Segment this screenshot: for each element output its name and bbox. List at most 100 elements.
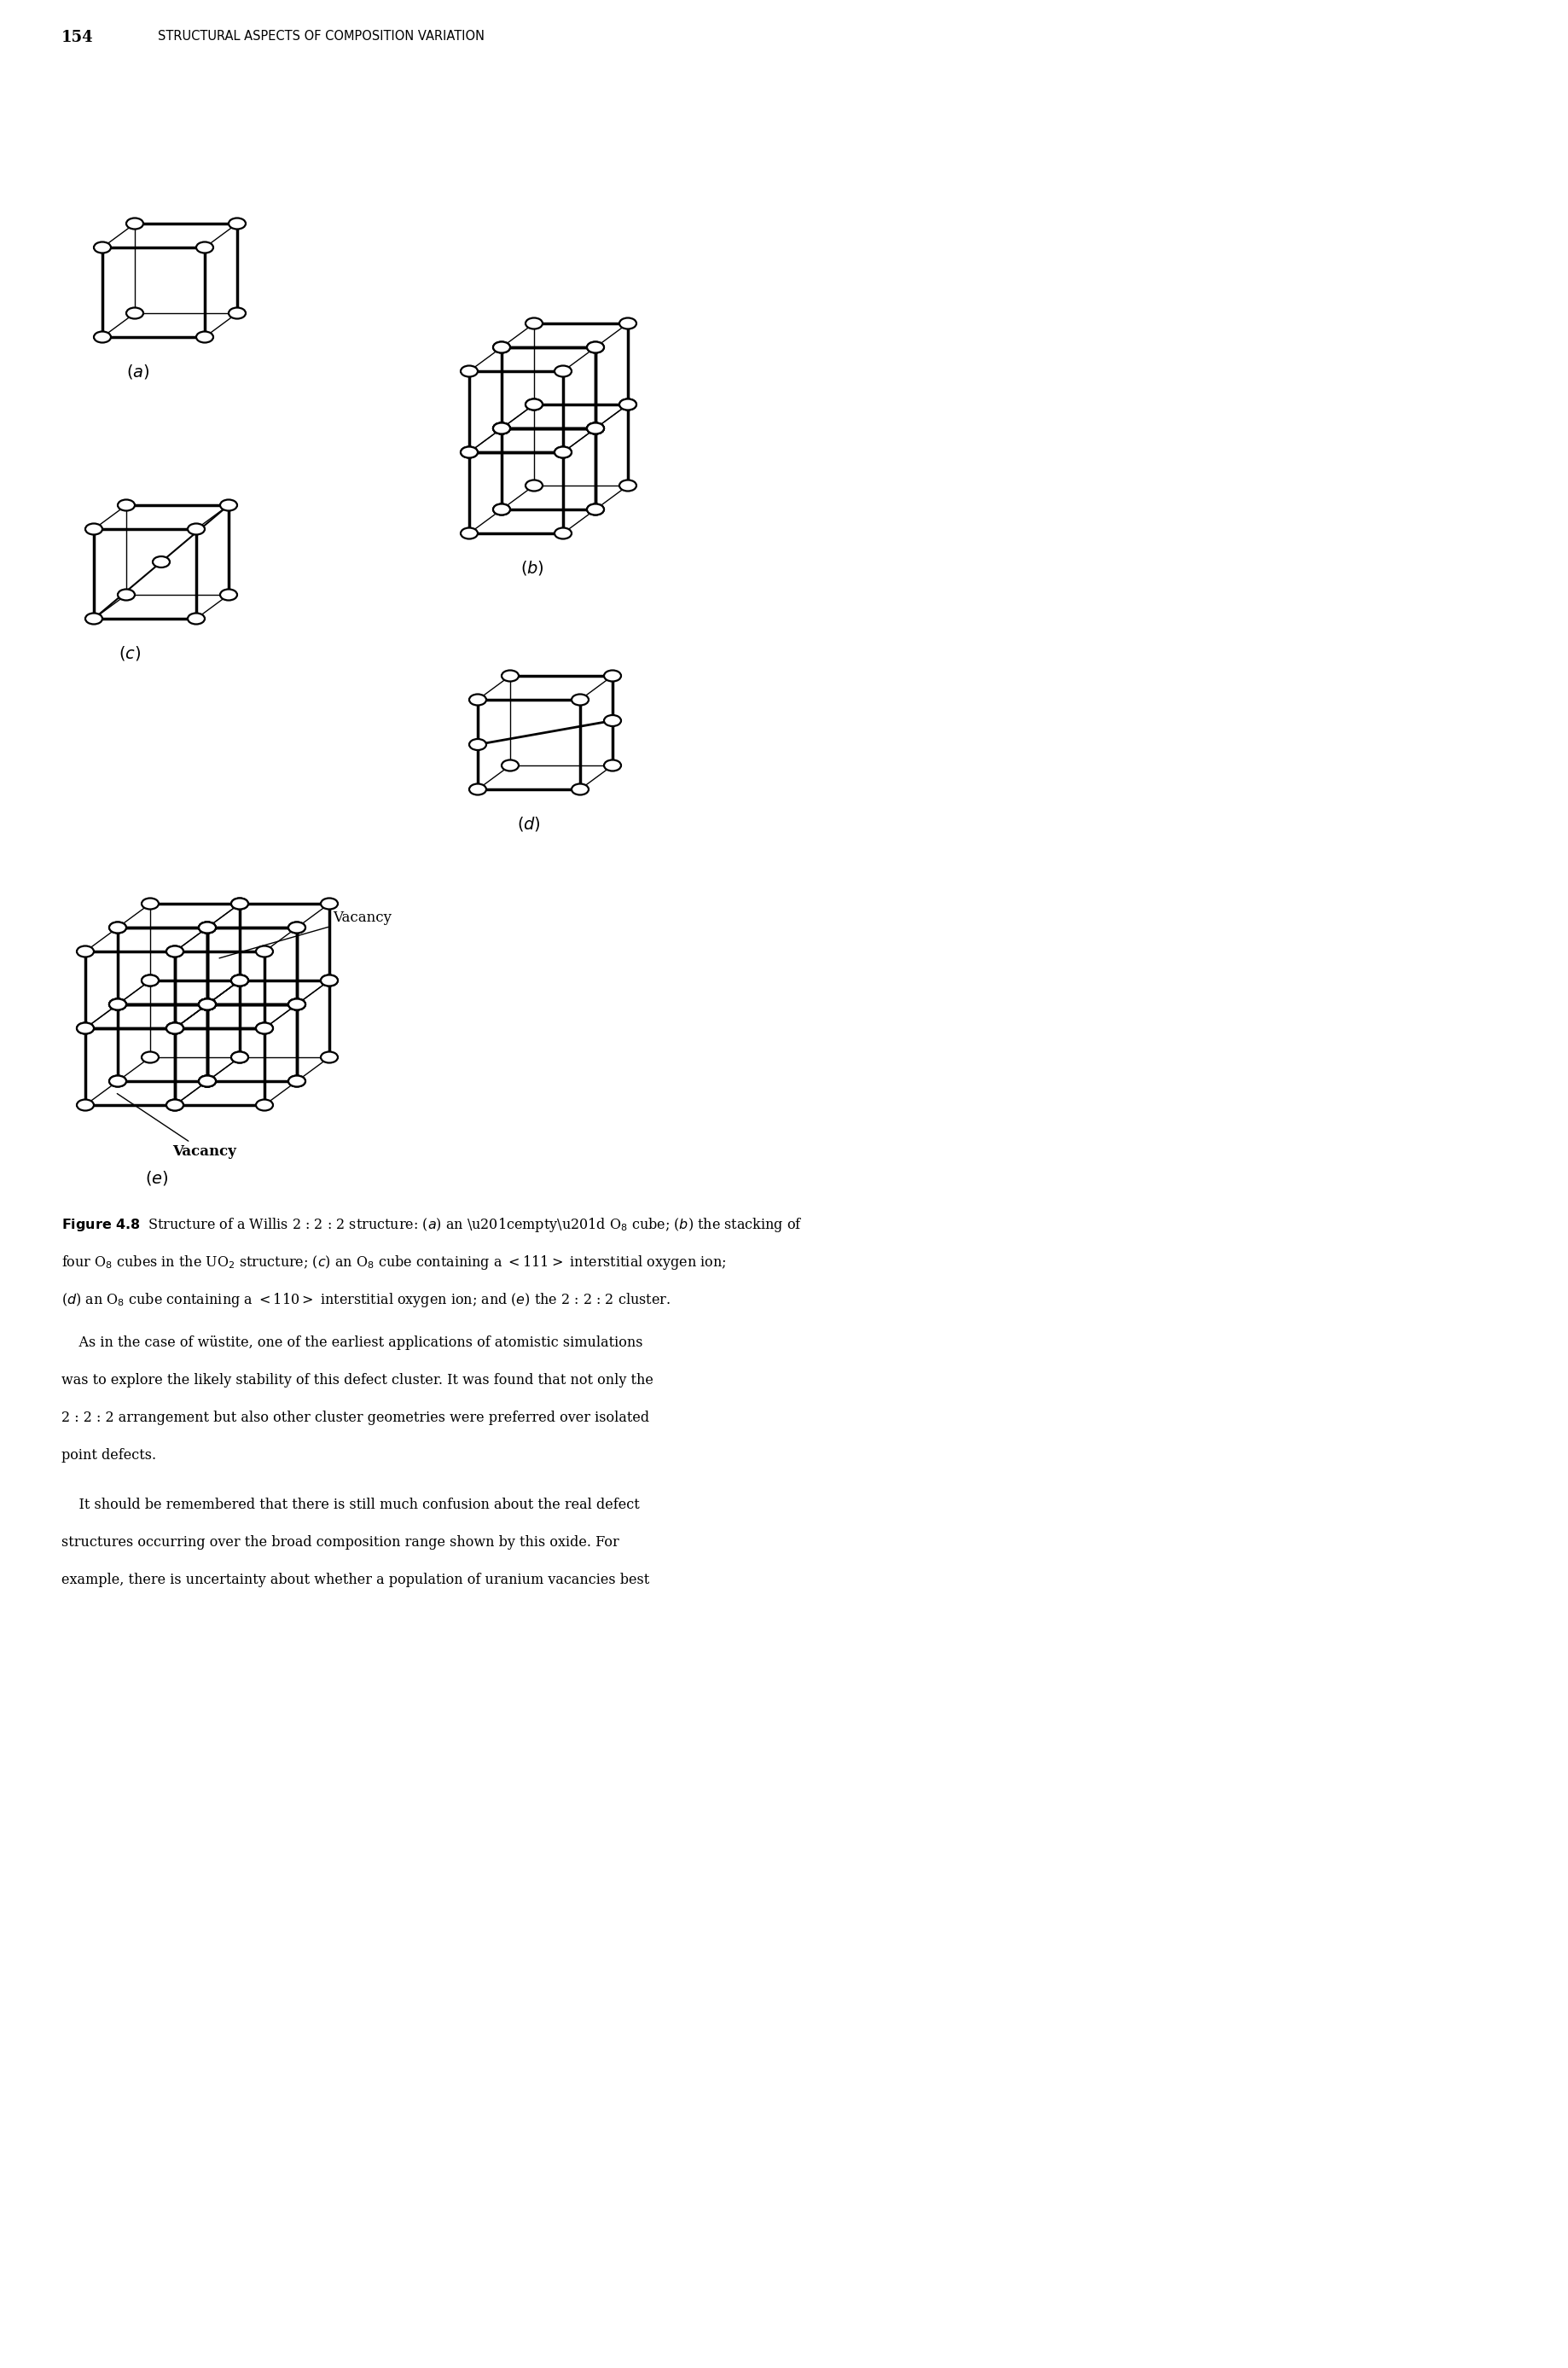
Ellipse shape	[127, 218, 143, 230]
Ellipse shape	[502, 760, 519, 772]
Ellipse shape	[289, 999, 306, 1009]
Ellipse shape	[469, 739, 486, 751]
Ellipse shape	[586, 504, 604, 514]
Ellipse shape	[461, 448, 478, 457]
Ellipse shape	[619, 481, 637, 490]
Ellipse shape	[586, 424, 604, 433]
Ellipse shape	[555, 365, 572, 377]
Ellipse shape	[469, 694, 486, 706]
Ellipse shape	[141, 1051, 158, 1063]
Ellipse shape	[94, 332, 111, 343]
Ellipse shape	[230, 897, 248, 909]
Ellipse shape	[166, 1099, 183, 1111]
Text: structures occurring over the broad composition range shown by this oxide. For: structures occurring over the broad comp…	[61, 1534, 619, 1549]
Ellipse shape	[525, 398, 543, 410]
Ellipse shape	[492, 424, 510, 433]
Ellipse shape	[94, 242, 111, 253]
Ellipse shape	[141, 976, 158, 985]
Ellipse shape	[220, 500, 237, 511]
Ellipse shape	[604, 715, 621, 727]
Ellipse shape	[199, 1075, 216, 1087]
Ellipse shape	[110, 921, 127, 933]
Ellipse shape	[604, 670, 621, 682]
Ellipse shape	[166, 1023, 183, 1035]
Ellipse shape	[199, 999, 216, 1009]
Ellipse shape	[199, 1075, 216, 1087]
Ellipse shape	[604, 760, 621, 772]
Text: was to explore the likely stability of this defect cluster. It was found that no: was to explore the likely stability of t…	[61, 1373, 654, 1388]
Ellipse shape	[321, 897, 337, 909]
Ellipse shape	[152, 556, 169, 568]
Text: four O$_8$ cubes in the UO$_2$ structure; ($c$) an O$_8$ cube containing a $<$11: four O$_8$ cubes in the UO$_2$ structure…	[61, 1253, 726, 1272]
Ellipse shape	[188, 613, 205, 625]
Ellipse shape	[230, 897, 248, 909]
Ellipse shape	[230, 976, 248, 985]
Ellipse shape	[77, 945, 94, 957]
Text: Vacancy: Vacancy	[118, 1094, 237, 1160]
Text: Vacancy: Vacancy	[220, 909, 392, 959]
Ellipse shape	[502, 670, 519, 682]
Ellipse shape	[525, 317, 543, 329]
Ellipse shape	[289, 921, 306, 933]
Ellipse shape	[77, 1023, 94, 1035]
Ellipse shape	[289, 1075, 306, 1087]
Ellipse shape	[230, 976, 248, 985]
Ellipse shape	[586, 424, 604, 433]
Ellipse shape	[572, 784, 588, 796]
Ellipse shape	[461, 448, 478, 457]
Ellipse shape	[256, 1023, 273, 1035]
Ellipse shape	[110, 999, 127, 1009]
Ellipse shape	[199, 999, 216, 1009]
Ellipse shape	[199, 999, 216, 1009]
Ellipse shape	[619, 398, 637, 410]
Ellipse shape	[141, 897, 158, 909]
Ellipse shape	[230, 976, 248, 985]
Ellipse shape	[461, 365, 478, 377]
Ellipse shape	[141, 976, 158, 985]
Ellipse shape	[229, 308, 246, 320]
Text: 154: 154	[61, 31, 94, 45]
Ellipse shape	[321, 976, 337, 985]
Ellipse shape	[586, 424, 604, 433]
Ellipse shape	[256, 1099, 273, 1111]
Ellipse shape	[469, 784, 486, 796]
Ellipse shape	[572, 694, 588, 706]
Ellipse shape	[555, 448, 572, 457]
Ellipse shape	[230, 1051, 248, 1063]
Ellipse shape	[492, 341, 510, 353]
Ellipse shape	[492, 424, 510, 433]
Ellipse shape	[586, 341, 604, 353]
Ellipse shape	[166, 1023, 183, 1035]
Ellipse shape	[85, 523, 102, 535]
Ellipse shape	[199, 999, 216, 1009]
Ellipse shape	[256, 1023, 273, 1035]
Ellipse shape	[555, 528, 572, 540]
Ellipse shape	[199, 999, 216, 1009]
Text: $\mathit{(e)}$: $\mathit{(e)}$	[146, 1170, 169, 1186]
Ellipse shape	[127, 308, 143, 320]
Text: $\mathit{(b)}$: $\mathit{(b)}$	[521, 559, 544, 578]
Ellipse shape	[289, 999, 306, 1009]
Ellipse shape	[492, 424, 510, 433]
Ellipse shape	[110, 921, 127, 933]
Text: $\mathit{(d)}$: $\mathit{(d)}$	[517, 815, 541, 834]
Ellipse shape	[289, 1075, 306, 1087]
Ellipse shape	[199, 921, 216, 933]
Ellipse shape	[586, 504, 604, 514]
Ellipse shape	[118, 500, 135, 511]
Text: As in the case of wüstite, one of the earliest applications of atomistic simulat: As in the case of wüstite, one of the ea…	[61, 1336, 643, 1350]
Text: It should be remembered that there is still much confusion about the real defect: It should be remembered that there is st…	[61, 1497, 640, 1513]
Ellipse shape	[492, 341, 510, 353]
Ellipse shape	[199, 921, 216, 933]
Ellipse shape	[230, 1051, 248, 1063]
Ellipse shape	[199, 921, 216, 933]
Text: 2 : 2 : 2 arrangement but also other cluster geometries were preferred over isol: 2 : 2 : 2 arrangement but also other clu…	[61, 1411, 649, 1426]
Ellipse shape	[110, 999, 127, 1009]
Ellipse shape	[289, 999, 306, 1009]
Ellipse shape	[229, 218, 246, 230]
Ellipse shape	[492, 504, 510, 514]
Text: $\mathit{(c)}$: $\mathit{(c)}$	[119, 644, 141, 663]
Ellipse shape	[166, 1023, 183, 1035]
Ellipse shape	[196, 242, 213, 253]
Ellipse shape	[110, 999, 127, 1009]
